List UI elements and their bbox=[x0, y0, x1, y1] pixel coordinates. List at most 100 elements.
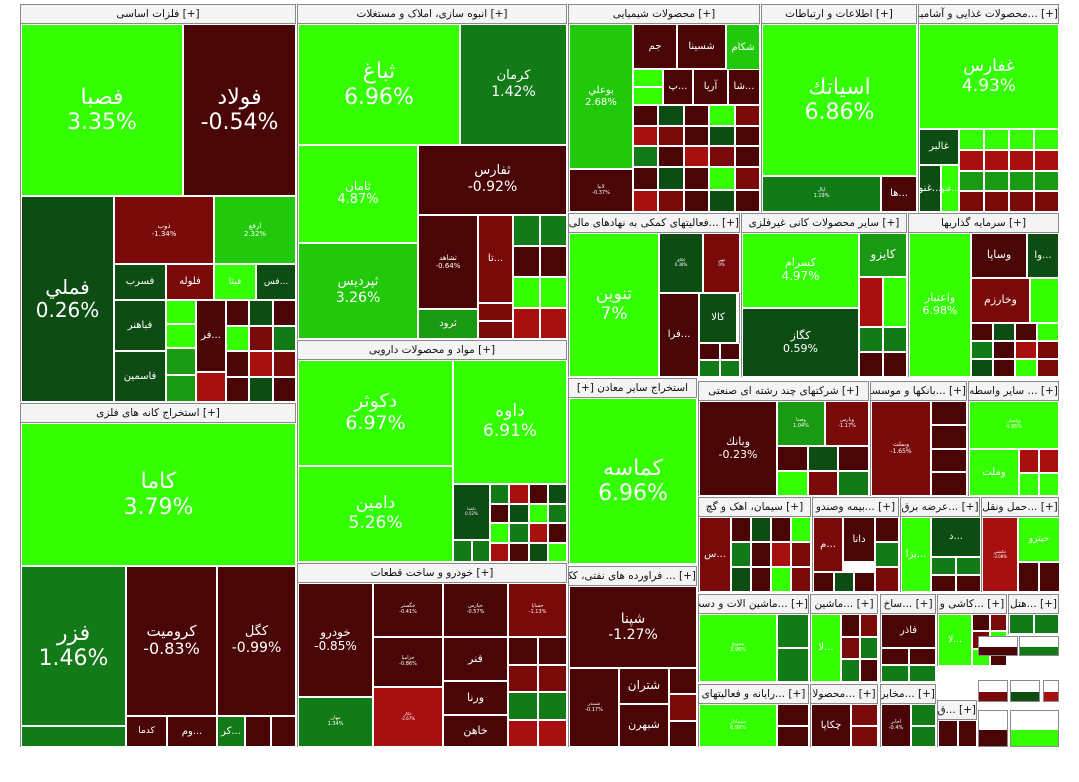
small-stock-tile[interactable] bbox=[513, 277, 540, 308]
sector-mass_construction[interactable]: [+] انبوه سازی، املاک و مستغلات ثباغ 6.96%… bbox=[297, 4, 567, 339]
small-stock-tile[interactable] bbox=[633, 105, 659, 126]
small-stock-tile[interactable] bbox=[537, 692, 567, 720]
small-stock-tile[interactable] bbox=[683, 146, 710, 167]
sector-chemical[interactable]: [+] محصولات شیمیایی بوعلي 2.68% شکام شسينا جم… bbox=[568, 4, 760, 212]
small-stock-tile[interactable] bbox=[751, 567, 771, 592]
stock-tile-khazamya[interactable]: خزاميا -0.86% bbox=[373, 637, 443, 687]
small-stock-tile[interactable] bbox=[883, 352, 907, 377]
small-stock-tile[interactable] bbox=[807, 446, 839, 471]
stock-tile-khekaf[interactable]: خکار -2.67% bbox=[373, 687, 443, 747]
small-stock-tile[interactable] bbox=[272, 351, 296, 377]
small-stock-tile[interactable] bbox=[226, 351, 250, 377]
sector-title[interactable]: [+] ...بیمه وصندو bbox=[813, 498, 898, 517]
stock-tile-fazar[interactable]: فزر 1.46% bbox=[21, 566, 126, 726]
sector-title[interactable]: [+] ...بانکها و موسسا bbox=[871, 382, 966, 401]
stock-tile-ham[interactable]: ...ها bbox=[881, 176, 917, 212]
stock-tile-fanar[interactable]: فنر bbox=[443, 637, 508, 681]
small-stock-tile[interactable] bbox=[166, 324, 196, 348]
small-stock-tile[interactable] bbox=[547, 523, 567, 543]
small-stock-tile[interactable] bbox=[959, 170, 984, 192]
stock-tile-fasrb[interactable]: فسرب bbox=[114, 264, 166, 300]
small-stock-tile[interactable] bbox=[508, 692, 538, 720]
small-stock-tile[interactable] bbox=[791, 542, 811, 567]
stock-tile-saman[interactable]: ثامان 4.87% bbox=[298, 145, 418, 243]
sector-print[interactable]: [+] ...مخابر اخابر -0.4% bbox=[880, 684, 936, 747]
small-stock-tile[interactable] bbox=[777, 446, 808, 471]
small-stock-tile[interactable] bbox=[226, 300, 250, 326]
stock-tile-bz[interactable]: ...بزا bbox=[901, 517, 931, 592]
small-stock-tile[interactable] bbox=[1034, 149, 1059, 171]
stock-tile-fabahonar[interactable]: فباهنر bbox=[114, 300, 166, 351]
stock-tile-damin[interactable]: دامين 5.26% bbox=[298, 466, 453, 562]
small-stock-tile[interactable] bbox=[731, 567, 751, 592]
small-stock-tile[interactable] bbox=[1044, 692, 1058, 701]
stock-tile-vabemelt[interactable]: وبملت -1.65% bbox=[871, 401, 931, 496]
small-stock-tile[interactable] bbox=[547, 484, 567, 504]
sector-title[interactable]: [+] ...هتل bbox=[1009, 595, 1058, 614]
stock-tile-tafars[interactable]: ثفارس -0.92% bbox=[418, 145, 567, 215]
small-stock-tile[interactable] bbox=[513, 246, 540, 277]
sector-title[interactable]: [+] انبوه سازی، املاک و مستغلات bbox=[298, 5, 566, 24]
small-stock-tile[interactable] bbox=[478, 321, 513, 339]
mini-sector[interactable] bbox=[978, 680, 1008, 702]
stock-tile-sha[interactable]: ...شا bbox=[728, 69, 760, 105]
small-stock-tile[interactable] bbox=[931, 424, 967, 449]
small-stock-tile[interactable] bbox=[807, 471, 839, 496]
small-stock-tile[interactable] bbox=[771, 517, 791, 542]
small-stock-tile[interactable] bbox=[272, 376, 296, 402]
small-stock-tile[interactable] bbox=[1011, 692, 1039, 701]
sector-title[interactable]: استخراج سایر معادن [+] bbox=[569, 379, 696, 398]
small-stock-tile[interactable] bbox=[931, 574, 956, 592]
stock-tile-fas[interactable]: ...فس bbox=[256, 264, 296, 300]
small-stock-tile[interactable] bbox=[683, 167, 710, 190]
small-stock-tile[interactable] bbox=[528, 542, 548, 562]
small-stock-tile[interactable] bbox=[528, 523, 548, 543]
sector-refinery[interactable]: [+] ... فراورده های نفتی، کک شپنا -1.27% شب… bbox=[568, 566, 697, 747]
small-stock-tile[interactable] bbox=[658, 105, 684, 126]
small-stock-tile[interactable] bbox=[859, 352, 883, 377]
small-stock-tile[interactable] bbox=[547, 503, 567, 523]
small-stock-tile[interactable] bbox=[540, 308, 567, 339]
small-stock-tile[interactable] bbox=[875, 517, 899, 542]
stock-tile-shesina[interactable]: شسينا bbox=[677, 24, 726, 69]
sector-title[interactable]: [+] فلزات اساسی bbox=[21, 5, 295, 24]
stock-tile-hitro[interactable]: حيترو bbox=[1018, 517, 1060, 562]
small-stock-tile[interactable] bbox=[1009, 191, 1034, 212]
small-stock-tile[interactable] bbox=[478, 303, 513, 321]
sector-title[interactable]: [+] اطلاعات و ارتباطات bbox=[762, 5, 916, 24]
stock-tile-femli[interactable]: فملي 0.26% bbox=[21, 196, 114, 402]
small-stock-tile[interactable] bbox=[841, 659, 860, 682]
stock-tile-kerman[interactable]: کرمان 1.42% bbox=[460, 24, 567, 145]
sector-machinery2[interactable]: [+] ...ماشین ...لا bbox=[810, 594, 878, 682]
small-stock-tile[interactable] bbox=[166, 300, 196, 324]
stock-tile-varna[interactable]: ورنا bbox=[443, 681, 508, 715]
small-stock-tile[interactable] bbox=[1039, 472, 1059, 496]
stock-tile-khapars[interactable]: خپارس -0.57% bbox=[443, 583, 508, 637]
sector-title[interactable]: [+] ...عرضه برق bbox=[901, 498, 979, 517]
stock-tile-kom[interactable]: ...وم bbox=[167, 716, 217, 747]
sector-title[interactable]: [+] ...ق bbox=[938, 701, 976, 720]
small-stock-tile[interactable] bbox=[993, 341, 1015, 359]
small-stock-tile[interactable] bbox=[669, 668, 697, 695]
mini-sector[interactable] bbox=[1019, 636, 1059, 656]
sector-title[interactable]: [+] ... فراورده های نفتی، کک bbox=[569, 567, 696, 586]
small-stock-tile[interactable] bbox=[453, 540, 472, 562]
small-stock-tile[interactable] bbox=[1034, 614, 1059, 634]
small-stock-tile[interactable] bbox=[956, 574, 981, 592]
stock-tile-khodro[interactable]: خودرو -0.85% bbox=[298, 583, 373, 697]
mini-sector[interactable] bbox=[1010, 710, 1059, 747]
small-stock-tile[interactable] bbox=[699, 360, 720, 377]
stock-tile-iran[interactable]: اپال 1.19% bbox=[762, 176, 881, 212]
sector-title[interactable]: [+] ...فعالیتهای کمکی به نهادهای مالی و bbox=[569, 214, 739, 233]
stock-tile-ghano[interactable]: ...غنو bbox=[919, 165, 941, 212]
small-stock-tile[interactable] bbox=[508, 664, 538, 692]
sector-pharma[interactable]: [+] مواد و محصولات دارویی دکوثر 6.97% داوه 6… bbox=[297, 340, 567, 562]
small-stock-tile[interactable] bbox=[683, 105, 710, 126]
stock-tile-tenovin[interactable]: تنوين 7% bbox=[569, 233, 659, 377]
small-stock-tile[interactable] bbox=[1015, 341, 1037, 359]
stock-tile-kayzo[interactable]: کايزو bbox=[859, 233, 907, 277]
small-stock-tile[interactable] bbox=[1019, 449, 1039, 473]
sector-metal_ore[interactable]: [+] استخراج کانه های فلزی کاما 3.79% فزر 1.4… bbox=[20, 403, 296, 747]
small-stock-tile[interactable] bbox=[908, 648, 936, 665]
